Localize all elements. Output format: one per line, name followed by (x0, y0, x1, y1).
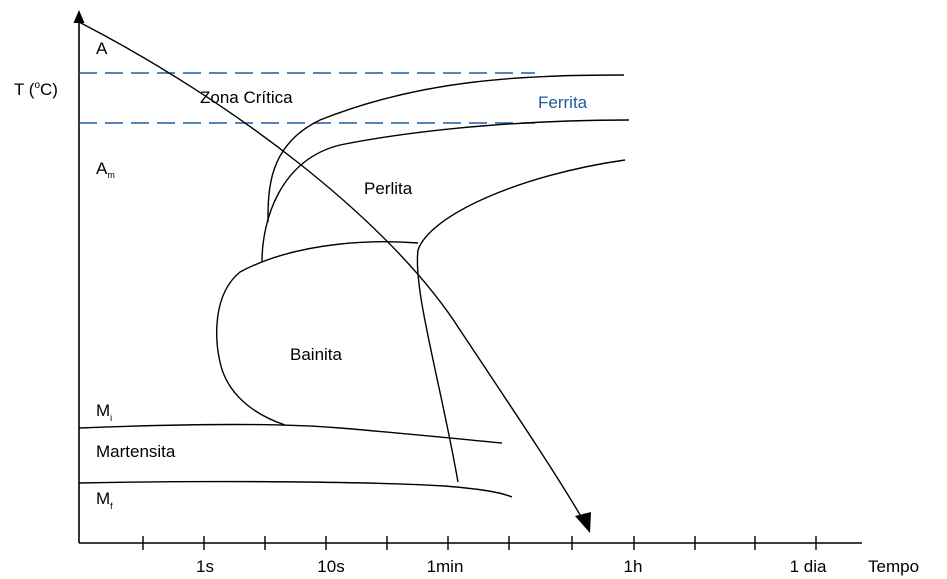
x-tick-label-1s: 1s (196, 557, 214, 576)
region-bainita: Bainita (290, 345, 343, 364)
label-mf: Mf (96, 489, 113, 511)
x-tick-label-1min: 1min (427, 557, 464, 576)
y-axis-label-text: T ( (14, 80, 35, 99)
y-axis-label-unit: C) (40, 80, 58, 99)
x-axis-tick-marks (142, 536, 817, 550)
label-a: A (96, 39, 108, 58)
label-mi-sub: i (110, 413, 112, 423)
label-mi-main: M (96, 401, 110, 420)
label-am-sub: m (107, 170, 115, 180)
region-martensita: Martensita (96, 442, 176, 461)
label-mi: Mi (96, 401, 112, 423)
label-mf-main: M (96, 489, 110, 508)
x-tick-label-10s: 10s (317, 557, 344, 576)
bainite-boundary-curve (216, 241, 419, 426)
x-tick-label-1dia: 1 dia (790, 557, 827, 576)
label-am: Am (96, 159, 115, 180)
pearlite-finish-curve (416, 159, 626, 483)
cooling-curve (78, 21, 584, 521)
region-ferrita: Ferrita (538, 93, 588, 112)
y-axis-label: T (oC) (14, 80, 58, 99)
ferrite-start-curve (267, 74, 625, 223)
martensite-finish-line (78, 480, 513, 498)
cooling-curve-arrowhead (575, 512, 591, 533)
martensite-start-line (78, 423, 503, 444)
y-axis-arrowhead (73, 10, 85, 23)
region-perlita: Perlita (364, 179, 413, 198)
label-mf-sub: f (110, 501, 113, 511)
x-tick-label-1h: 1h (624, 557, 643, 576)
label-am-main: A (96, 159, 108, 178)
x-axis-label: Tempo (868, 557, 919, 576)
y-axis-label-degree: o (34, 80, 40, 91)
region-zona-critica: Zona Crítica (200, 88, 293, 107)
pearlite-start-curve (261, 119, 630, 263)
